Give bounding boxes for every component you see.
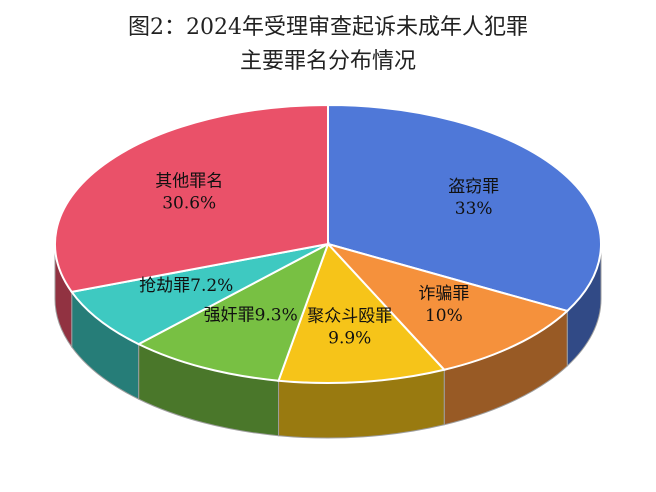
category-label: 其他罪名 [155, 172, 223, 192]
pie-tops [54, 103, 602, 384]
chart-title: 主要罪名分布情况 [240, 49, 416, 74]
value-label: 7.2% [190, 276, 233, 296]
slice [327, 103, 602, 313]
slice [277, 242, 447, 384]
value-label: 10% [425, 306, 463, 326]
category-label: 盗窃罪 [448, 177, 499, 197]
value-label: 33% [455, 199, 493, 219]
data-label: 其他罪名 30.6% [155, 172, 223, 214]
data-label: 盗窃罪 33% [448, 177, 499, 219]
data-label: 聚众斗殴罪 9.9% [307, 306, 392, 348]
value-label: 9.3% [255, 306, 298, 326]
slice [54, 103, 329, 294]
slice [324, 242, 570, 371]
value-label: 9.9% [328, 328, 371, 348]
slice [69, 243, 329, 346]
data-label: 诈骗罪 10% [418, 284, 469, 326]
chart-title: 图2：2024年受理审查起诉未成年人犯罪 [128, 15, 528, 40]
slice [136, 241, 330, 382]
category-label: 聚众斗殴罪 [307, 306, 392, 326]
data-label: 抢劫罪7.2% [139, 276, 233, 296]
pie-labels: 盗窃罪 33%诈骗罪 10%聚众斗殴罪 9.9%强奸罪9.3%抢劫罪7.2%其他罪名 3… [139, 172, 499, 349]
category-label: 抢劫罪 [139, 276, 190, 296]
data-label: 强奸罪9.3% [204, 306, 298, 326]
category-label: 强奸罪 [204, 306, 255, 326]
category-label: 诈骗罪 [418, 284, 469, 304]
value-label: 30.6% [162, 194, 216, 214]
